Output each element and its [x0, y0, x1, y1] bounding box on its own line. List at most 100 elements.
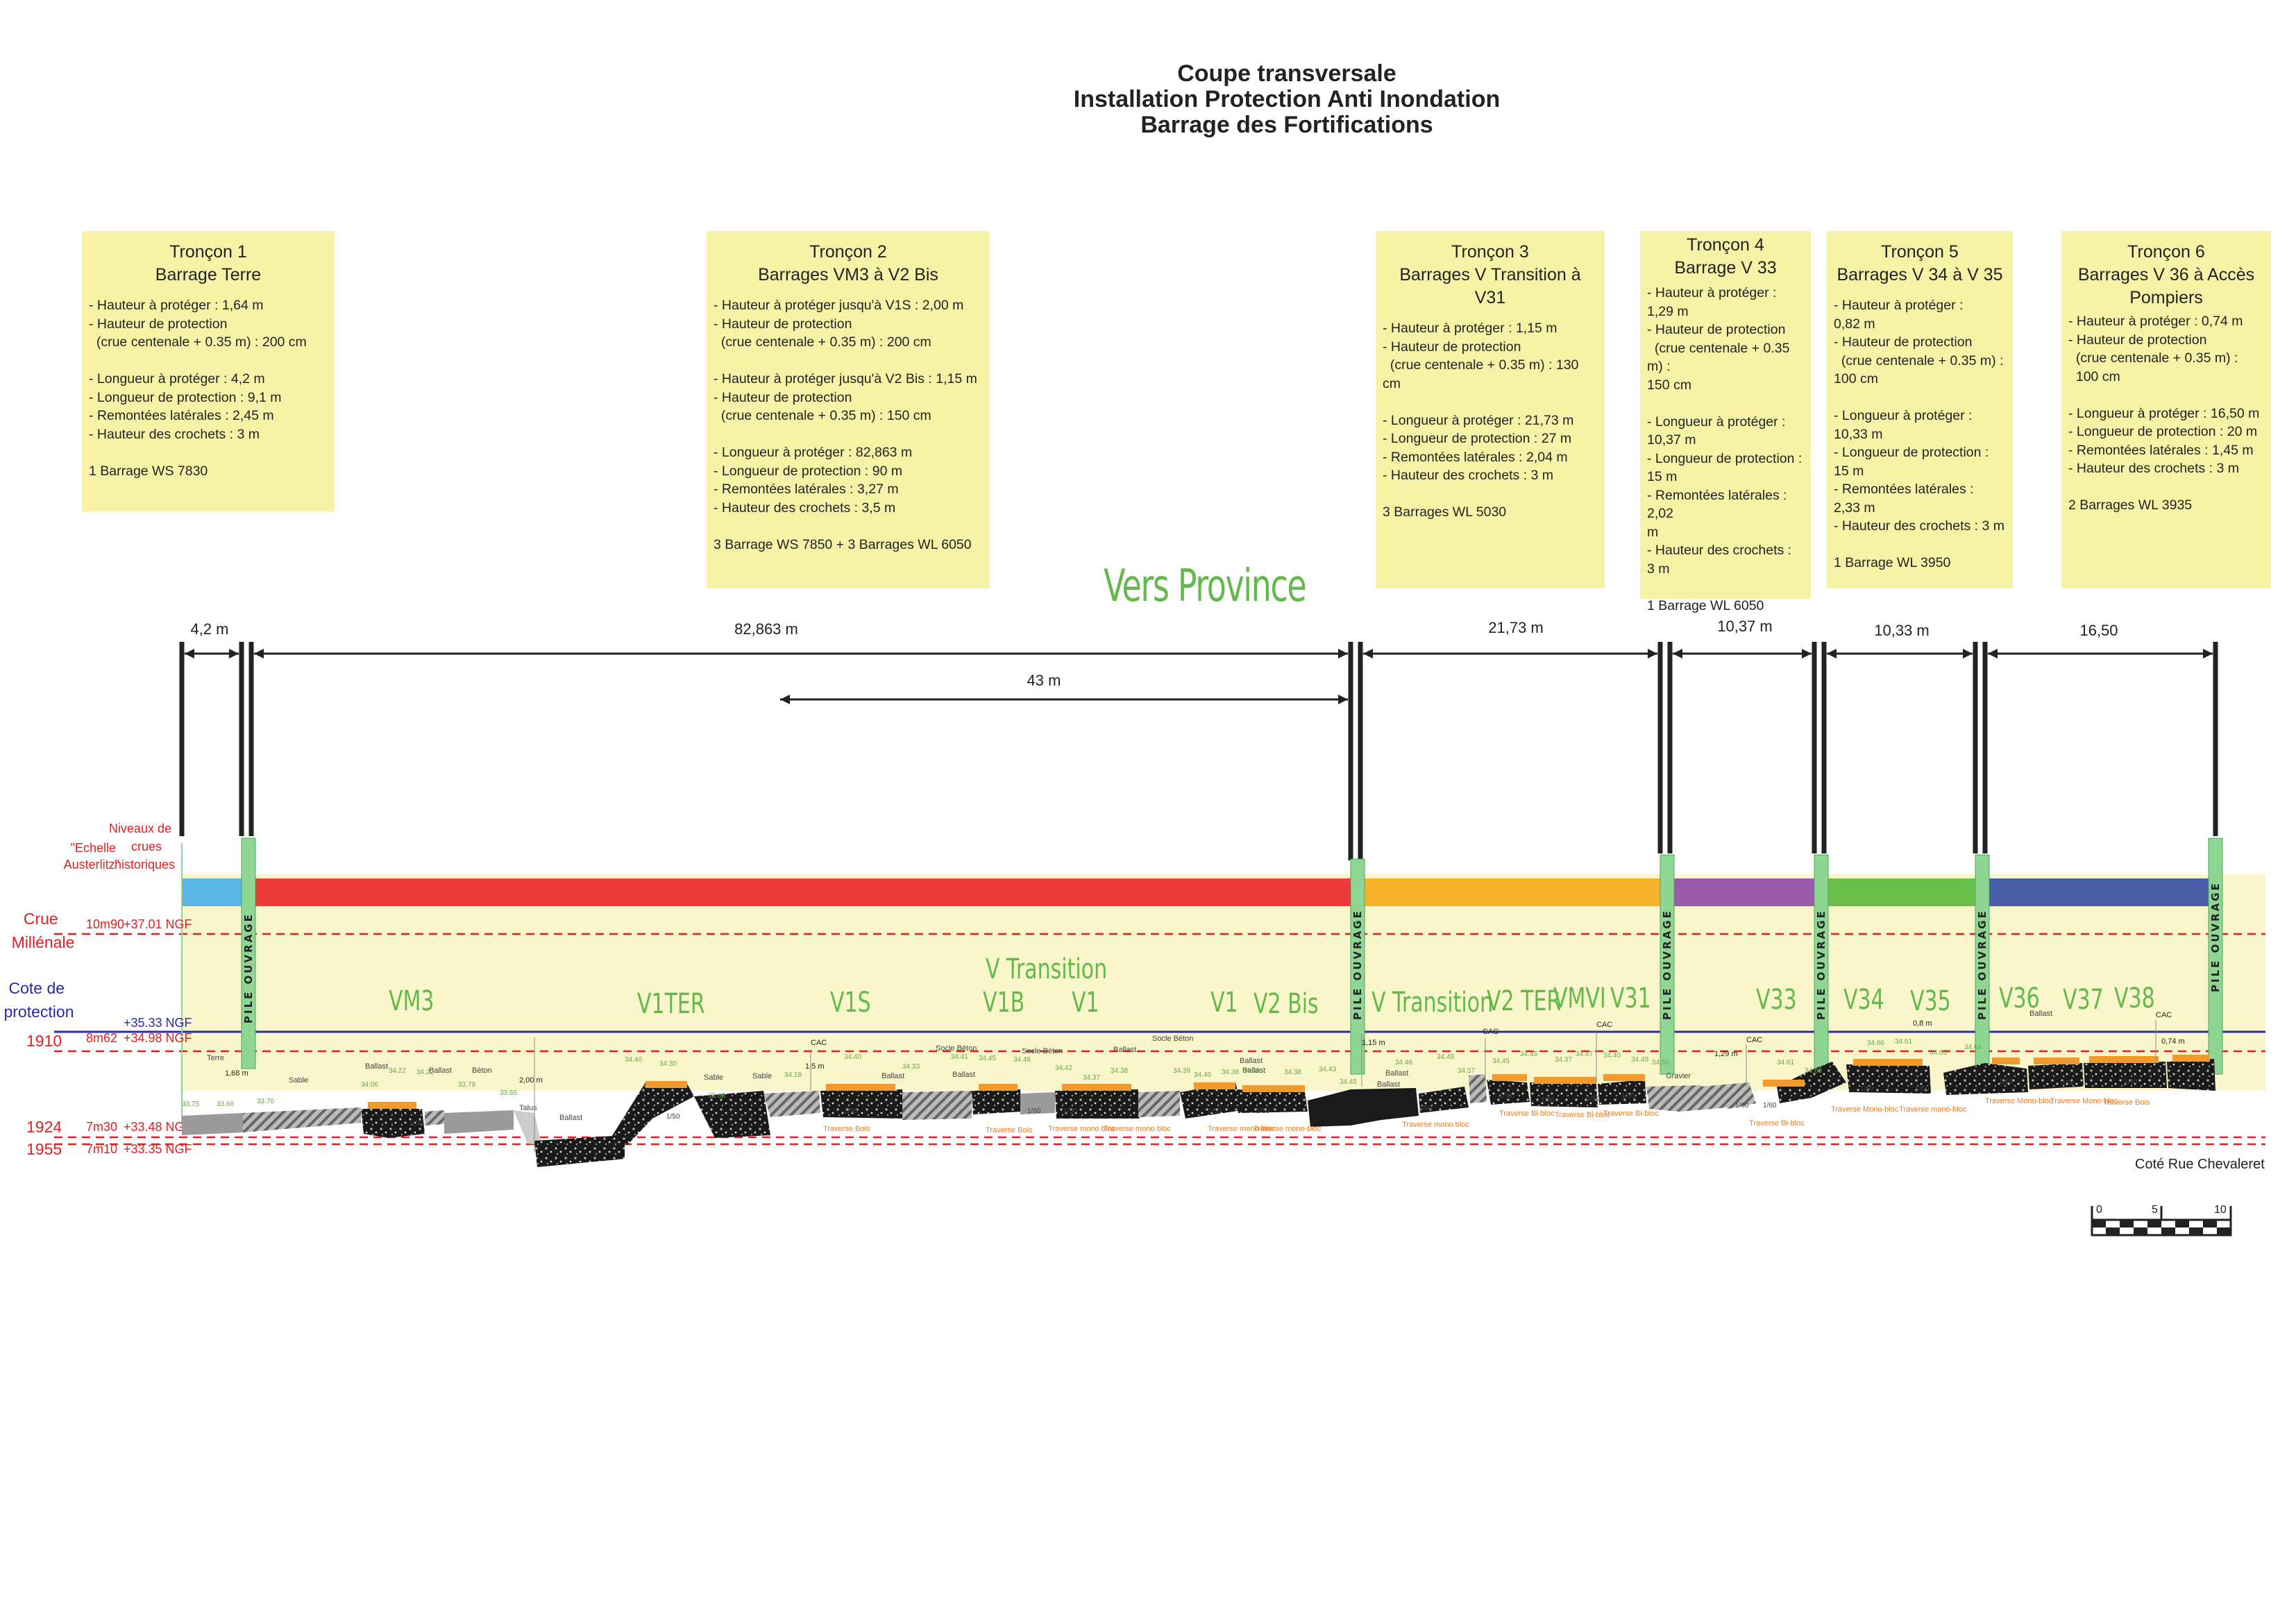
title-line-1: Coupe transversale	[1177, 60, 1396, 87]
dimension-label: 4,2 m	[190, 620, 228, 638]
arrow-head	[254, 649, 264, 658]
elevation-label: 33.66	[217, 1101, 234, 1108]
traverse-dimension: 1/50	[1256, 1107, 1270, 1115]
scale-label: 5	[2152, 1204, 2158, 1216]
troncon-specs: - Hauteur à protéger : 0,74 m - Hauteur …	[2068, 314, 2260, 513]
section-labels: VM3 V1TER V1S V Transition V1B V1 V1 V2 …	[389, 953, 2155, 1020]
traverse	[368, 1102, 416, 1109]
section-label: V37	[2063, 984, 2104, 1016]
elevation-label: 34.30	[659, 1060, 677, 1068]
traverse-dimension: 1/50	[2124, 1078, 2138, 1086]
scale-segment	[2147, 1220, 2161, 1227]
arrow-head	[1802, 649, 1812, 658]
elevation-label: 33.68	[708, 1092, 725, 1100]
elevation-label: 34.38	[1111, 1067, 1128, 1075]
section-label: V1B	[983, 987, 1024, 1019]
direction-label: Vers Province	[1104, 561, 1307, 612]
traverse-dimension: 1/50	[1621, 1092, 1635, 1100]
troncon-band	[182, 878, 2215, 906]
ballast-block	[1777, 1062, 1846, 1103]
level-lines	[54, 843, 2265, 1146]
elevation-label: 34.45	[979, 1055, 996, 1062]
pile-label: PILE OUVRAGE	[1976, 909, 1989, 1020]
traverse-dimension: 1/50	[410, 1120, 423, 1128]
elevation-label: 34.64	[1964, 1044, 1982, 1051]
traverse-label: Traverse Bois	[823, 1125, 870, 1133]
traverse-dimension: 1/50	[1063, 1107, 1077, 1115]
troncon-card-4: Tronçon 4 Barrage V 33 - Hauteur à proté…	[1640, 231, 1811, 613]
traverse	[2034, 1057, 2079, 1064]
height-label: 0,74 m	[2161, 1037, 2185, 1046]
lvl-millenale-ngf: +37.01 NGF	[124, 917, 192, 931]
traverse	[1853, 1059, 1923, 1066]
section-label: V38	[2114, 983, 2155, 1014]
elevation-label: 34.39	[1173, 1067, 1190, 1075]
troncon-specs: - Hauteur à protéger : 0,82 m - Hauteur …	[1834, 298, 2005, 570]
troncon-card-6: Tronçon 6 Barrages V 36 à Accès Pompiers…	[2061, 231, 2271, 588]
lvl-1910-m: 8m62	[86, 1031, 117, 1045]
traverse	[1194, 1082, 1235, 1089]
ground-label: Ballast	[559, 1114, 582, 1122]
scale-segment	[2161, 1227, 2175, 1235]
ground-label: Gravier	[1666, 1072, 1691, 1080]
ballast-block	[820, 1089, 904, 1119]
arrow-head	[1338, 649, 1348, 658]
scale-segment	[2092, 1220, 2106, 1227]
troncon-specs: - Hauteur à protéger : 1,15 m - Hauteur …	[1383, 321, 1579, 520]
pile-labels: PILE OUVRAGE PILE OUVRAGE PILE OUVRAGE P…	[242, 881, 2222, 1023]
arrow-head	[1963, 649, 1973, 658]
dimension-label: 21,73 m	[1488, 619, 1544, 636]
arrow-head	[1648, 649, 1657, 658]
ground-label: Ballast	[1113, 1046, 1136, 1054]
traverse-label: Traverse Bi-bloc	[1603, 1110, 1659, 1118]
ground-label: Sable	[704, 1073, 723, 1082]
scale-segment	[2203, 1220, 2217, 1227]
traverse-label: Traverse Bois	[2103, 1098, 2150, 1107]
troncon-subtitle: Barrages VM3 à V2 Bis	[758, 265, 938, 284]
traverse-label: Traverse mono bloc	[1402, 1121, 1469, 1129]
ground-segment	[444, 1110, 514, 1134]
arrow-head	[2203, 649, 2213, 658]
ground-label: Ballast	[1385, 1069, 1408, 1078]
scale-segment	[2217, 1227, 2231, 1235]
cote-protection-line: protection	[3, 1003, 74, 1021]
section-label: V Transition	[1371, 987, 1493, 1019]
height-label: 1,29 m	[1714, 1050, 1738, 1058]
ground-label: Socle Béton	[1022, 1047, 1063, 1055]
traverse-dimension-labels: 1/50 1/50 1/60 1/60 1/50 1/50 1/50 1/50 1/50 1/50…	[410, 1078, 2138, 1128]
echelle-line: Austerlitz"	[64, 858, 119, 872]
elevation-label: 34.06	[361, 1081, 378, 1089]
traverse-label: Traverse Mono-bloc	[1831, 1105, 1899, 1114]
band-troncon-4	[1670, 878, 1814, 906]
arrow-head	[1827, 649, 1837, 658]
height-label: 1,5 m	[805, 1062, 825, 1071]
arrow-head	[1988, 649, 1998, 658]
guide-lines	[534, 1020, 2156, 1152]
ground-label: Ballast	[1242, 1067, 1265, 1075]
ground-segment	[1020, 1092, 1055, 1114]
arrow-head	[229, 649, 239, 658]
ground-segment	[902, 1091, 972, 1120]
ground-segment	[514, 1110, 541, 1145]
niveaux-line: Niveaux de	[109, 822, 171, 835]
height-labels: 1,68 m 2,00 m 1,5 m 1,15 m 1,29 m 0,8 m …	[225, 1019, 2185, 1085]
troncon-title: Tronçon 2	[809, 242, 887, 262]
ballast-block	[1598, 1080, 1646, 1105]
traverse-dimension: 1/50	[1587, 1095, 1601, 1103]
year-1910: 1910	[26, 1032, 62, 1050]
crue-millenale-line: Crue	[24, 910, 58, 928]
troncon-title: Tronçon 5	[1881, 242, 1959, 262]
pile-ouvrage-columns	[241, 838, 2223, 1075]
niveaux-line: historiques	[115, 858, 175, 872]
ground-segment	[425, 1110, 444, 1125]
elevation-labels: 33.75 33.66 33.70 34.06 34.22 34.22 33.79 33.65…	[182, 1038, 1982, 1108]
section-label: V2 TER	[1487, 985, 1561, 1017]
ground-segment	[1138, 1091, 1180, 1117]
arrow-head	[1363, 649, 1373, 658]
section-label: V35	[1910, 985, 1951, 1017]
traverse-dimension: 1/50	[2061, 1080, 2075, 1087]
traverse	[1492, 1074, 1527, 1081]
troncon-title: Tronçon 1	[169, 242, 247, 262]
traverse-label: Traverse Bi-bloc	[1555, 1111, 1610, 1119]
scale-segment	[2175, 1220, 2189, 1227]
